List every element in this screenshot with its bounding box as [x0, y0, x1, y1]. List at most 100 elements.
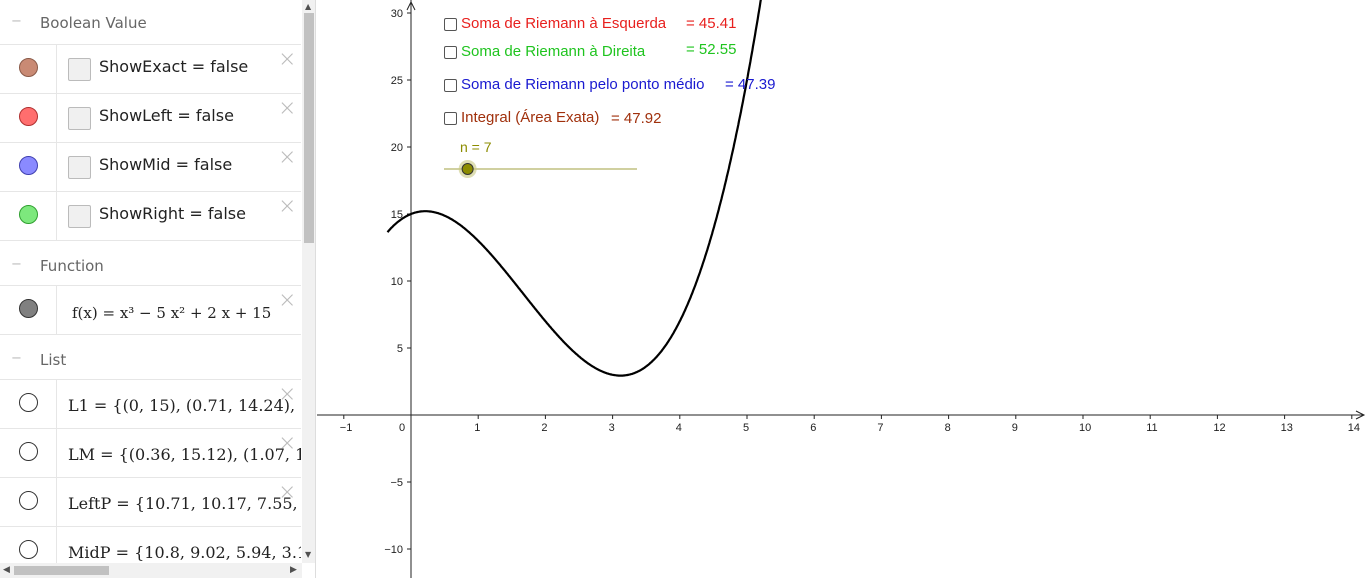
algebra-row-showleft[interactable]: ShowLeft = false ×	[0, 94, 301, 143]
x-tick-label: 13	[1281, 422, 1293, 434]
showexact-text: ShowExact = false	[99, 57, 249, 76]
scrollbar-thumb[interactable]	[14, 566, 109, 575]
integral-value: = 47.92	[611, 110, 662, 127]
right-sum-value: = 52.55	[686, 41, 737, 58]
delete-icon[interactable]: ×	[278, 382, 297, 407]
x-tick-label: 0	[399, 422, 405, 434]
x-tick-label: 3	[609, 422, 615, 434]
y-tick-label: 10	[391, 276, 403, 288]
scrollbar-thumb[interactable]	[304, 13, 314, 243]
showmid-text: ShowMid = false	[99, 155, 233, 174]
function-graph-f[interactable]	[386, 0, 764, 377]
scroll-left-icon[interactable]: ◀	[3, 565, 10, 575]
scroll-up-icon[interactable]: ▲	[305, 2, 312, 11]
list-l1-text: L1 = {(0, 15), (0.71, 14.24), (1	[68, 396, 301, 415]
mid-sum-label[interactable]: Soma de Riemann pelo ponto médio	[461, 76, 705, 93]
category-label: Boolean Value	[40, 14, 147, 32]
x-tick-label: 2	[541, 422, 547, 434]
x-tick-label: 6	[810, 422, 816, 434]
showexact-checkbox[interactable]	[68, 58, 91, 81]
visibility-marble[interactable]	[19, 491, 38, 510]
marble-column	[0, 286, 57, 334]
x-tick-label: 7	[877, 422, 883, 434]
right-sum-label[interactable]: Soma de Riemann à Direita	[461, 43, 646, 60]
collapse-icon[interactable]: −	[11, 351, 22, 366]
visibility-marble[interactable]	[19, 442, 38, 461]
list-midp-text: MidP = {10.8, 9.02, 5.94, 3.13	[68, 543, 301, 562]
delete-icon[interactable]: ×	[278, 480, 297, 505]
left-sum-value: = 45.41	[686, 15, 737, 32]
function-definition: f(x) = x³ − 5 x² + 2 x + 15	[72, 304, 272, 322]
x-tick-label: 9	[1012, 422, 1018, 434]
collapse-icon[interactable]: −	[11, 14, 22, 29]
showmid-checkbox[interactable]	[68, 156, 91, 179]
marble-column	[0, 527, 57, 563]
y-tick-label: 20	[391, 142, 403, 154]
integral-label[interactable]: Integral (Área Exata)	[461, 109, 600, 126]
mid-sum-checkbox[interactable]	[444, 79, 457, 92]
horizontal-scrollbar[interactable]: ◀ ▶	[0, 563, 302, 578]
left-sum-checkbox[interactable]	[444, 18, 457, 31]
algebra-row-showmid[interactable]: ShowMid = false ×	[0, 143, 301, 192]
marble-column	[0, 478, 57, 526]
visibility-marble[interactable]	[19, 299, 38, 318]
visibility-marble[interactable]	[19, 156, 38, 175]
scroll-down-icon[interactable]: ▼	[305, 550, 312, 559]
visibility-marble[interactable]	[19, 205, 38, 224]
marble-column	[0, 429, 57, 477]
category-list[interactable]: − List	[0, 335, 301, 380]
showright-text: ShowRight = false	[99, 204, 246, 223]
visibility-marble[interactable]	[19, 540, 38, 559]
category-function[interactable]: − Function	[0, 241, 301, 286]
showleft-text: ShowLeft = false	[99, 106, 234, 125]
delete-icon[interactable]: ×	[278, 194, 297, 219]
y-tick-label: 30	[391, 8, 403, 20]
y-tick-label: −5	[390, 477, 403, 489]
algebra-row-leftp[interactable]: LeftP = {10.71, 10.17, 7.55, 4. ×	[0, 478, 301, 527]
y-tick-label: 25	[391, 75, 403, 87]
marble-column	[0, 380, 57, 428]
visibility-marble[interactable]	[19, 393, 38, 412]
list-lm-text: LM = {(0.36, 15.12), (1.07, 12	[68, 445, 301, 464]
delete-icon[interactable]: ×	[278, 145, 297, 170]
showright-checkbox[interactable]	[68, 205, 91, 228]
x-tick-label: 4	[676, 422, 682, 434]
visibility-marble[interactable]	[19, 58, 38, 77]
y-tick-label: −10	[384, 544, 403, 556]
algebra-row-function-f[interactable]: f(x) = x³ − 5 x² + 2 x + 15 ×	[0, 286, 301, 335]
integral-checkbox[interactable]	[444, 112, 457, 125]
x-tick-label: 5	[743, 422, 749, 434]
algebra-row-l1[interactable]: L1 = {(0, 15), (0.71, 14.24), (1 ×	[0, 380, 301, 429]
delete-icon[interactable]: ×	[278, 47, 297, 72]
x-tick-label: −1	[340, 422, 353, 434]
n-slider[interactable]	[444, 160, 637, 178]
category-boolean-value[interactable]: − Boolean Value	[0, 0, 301, 45]
algebra-row-lm[interactable]: LM = {(0.36, 15.12), (1.07, 12 ×	[0, 429, 301, 478]
x-tick-label: 1	[474, 422, 480, 434]
x-tick-label: 12	[1213, 422, 1225, 434]
delete-icon[interactable]: ×	[278, 288, 297, 313]
x-tick-label: 8	[945, 422, 951, 434]
algebra-row-showexact[interactable]: ShowExact = false ×	[0, 45, 301, 94]
showleft-checkbox[interactable]	[68, 107, 91, 130]
scroll-right-icon[interactable]: ▶	[290, 565, 297, 575]
vertical-scrollbar[interactable]: ▲ ▼	[302, 0, 315, 563]
delete-icon[interactable]: ×	[278, 96, 297, 121]
slider-knob[interactable]	[461, 163, 474, 175]
right-sum-checkbox[interactable]	[444, 46, 457, 59]
algebra-row-showright[interactable]: ShowRight = false ×	[0, 192, 301, 241]
visibility-marble[interactable]	[19, 107, 38, 126]
graphics-view[interactable]: −1 0 1 2 3 4 5 6 7 8 9 10 11 12 13 14 30 25 20 15 10 5 −5 −10 S…	[317, 0, 1366, 578]
marble-column	[0, 143, 57, 191]
left-sum-label[interactable]: Soma de Riemann à Esquerda	[461, 15, 667, 32]
marble-column	[0, 192, 57, 240]
x-tick-label: 14	[1348, 422, 1360, 434]
collapse-icon[interactable]: −	[11, 257, 22, 272]
x-tick-label: 11	[1146, 422, 1157, 434]
delete-icon[interactable]: ×	[278, 431, 297, 456]
algebra-row-midp[interactable]: MidP = {10.8, 9.02, 5.94, 3.13	[0, 527, 301, 563]
list-leftp-text: LeftP = {10.71, 10.17, 7.55, 4.	[68, 494, 301, 513]
